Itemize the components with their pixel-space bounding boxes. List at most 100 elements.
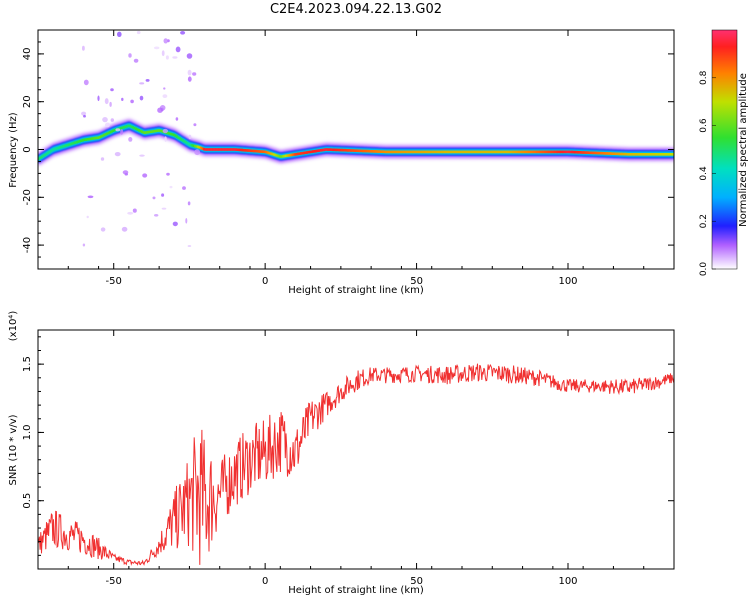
ridge-cell xyxy=(396,150,399,154)
ridge-cell xyxy=(103,133,106,137)
ridge-cell xyxy=(349,149,352,152)
speck xyxy=(175,46,181,53)
ridge-cell xyxy=(184,141,187,144)
ridge-cell xyxy=(572,150,575,154)
ridge-cell xyxy=(72,141,75,145)
ridge-cell xyxy=(159,129,162,132)
snr-ytick-label: 1.5 xyxy=(22,356,33,372)
ridge-cell xyxy=(346,149,349,152)
ridge-cell xyxy=(527,150,530,154)
snr-xtick-label: 0 xyxy=(262,576,268,587)
ridge-cell xyxy=(639,153,642,156)
ridge-cell xyxy=(41,155,44,158)
ridge-cell xyxy=(204,148,207,151)
ridge-cell xyxy=(555,150,558,154)
ridge-cell xyxy=(194,144,197,148)
ridge-cell xyxy=(130,125,133,128)
ridge-cell xyxy=(648,153,651,156)
ridge-cell xyxy=(160,129,163,133)
ridge-cell xyxy=(89,137,92,141)
ridge-cell xyxy=(356,149,359,152)
ridge-cell xyxy=(460,150,463,154)
ridge-cell xyxy=(437,150,440,154)
ridge-cell xyxy=(271,152,274,156)
colorbar-frame xyxy=(711,29,738,270)
ridge-cell xyxy=(666,153,669,156)
ridge-cell xyxy=(228,148,231,151)
ridge-cell xyxy=(633,153,636,156)
ridge-cell xyxy=(459,150,462,154)
ridge-cell xyxy=(436,150,439,154)
spectrogram-xtick-label: 0 xyxy=(262,276,268,287)
ridge-cell xyxy=(619,152,622,156)
speck xyxy=(83,79,89,86)
ridge-cell xyxy=(540,150,543,154)
ridge-cell xyxy=(301,151,304,155)
ridge-cell xyxy=(478,150,481,154)
ridge-cell xyxy=(571,150,574,154)
ridge-cell xyxy=(274,153,277,157)
speck xyxy=(185,218,188,224)
snr-frame xyxy=(37,329,675,570)
ridge-cell xyxy=(322,148,325,152)
ridge-cell xyxy=(627,153,630,156)
ridge-cell xyxy=(45,152,48,156)
snr-panel: -50 0 50 100 0.5 1.0 1.5 Height of straight li… xyxy=(8,311,675,596)
speck xyxy=(136,30,141,35)
speck xyxy=(81,111,87,116)
ridge-cell xyxy=(327,148,330,151)
ridge-cell xyxy=(554,150,557,154)
ridge-cell xyxy=(440,150,443,154)
spectrogram-specks xyxy=(81,30,201,247)
ridge-cell xyxy=(183,140,186,143)
speck xyxy=(194,149,201,156)
ridge-cell xyxy=(533,150,536,154)
speck xyxy=(114,152,121,157)
ridge-cell xyxy=(521,150,524,154)
speck xyxy=(128,137,133,142)
ridge-cell xyxy=(393,150,396,154)
ridge-cell xyxy=(137,129,140,132)
ridge-cell xyxy=(613,152,616,155)
ridge-cell xyxy=(505,150,508,154)
ridge-cell xyxy=(407,150,410,154)
ridge-cell xyxy=(369,150,372,153)
ridge-cell xyxy=(386,150,389,154)
ridge-cell xyxy=(157,129,160,132)
ridge-cell xyxy=(268,151,271,155)
ridge-cell xyxy=(281,155,284,158)
ridge-cell xyxy=(57,146,60,150)
ridge-cell xyxy=(389,150,392,154)
ridge-cell xyxy=(231,148,234,151)
colorbar-tick-label: 0.6 xyxy=(699,118,709,133)
ridge-cell xyxy=(409,150,412,154)
ridge-cell xyxy=(631,153,634,156)
speck xyxy=(128,53,132,58)
speck xyxy=(180,31,186,35)
ridge-cell xyxy=(512,150,515,154)
ridge-cell xyxy=(652,153,655,156)
ridge-cell xyxy=(586,151,589,154)
ridge-cell xyxy=(325,148,328,151)
speck xyxy=(97,95,100,102)
ridge-cell xyxy=(477,150,480,154)
ridge-cell xyxy=(481,150,484,154)
ridge-cell xyxy=(266,151,269,154)
speck xyxy=(127,211,134,215)
ridge-cell xyxy=(198,146,201,149)
ridge-cell xyxy=(215,148,218,151)
ridge-cell xyxy=(227,148,230,151)
ridge-cell xyxy=(192,144,195,147)
ridge-cell xyxy=(583,151,586,154)
ridge-cell xyxy=(566,150,569,154)
ridge-cell xyxy=(104,133,107,136)
ridge-cell xyxy=(84,138,87,141)
spectrogram-heatmap xyxy=(38,30,674,247)
ridge-cell xyxy=(534,150,537,154)
snr-ytick-label: 0.5 xyxy=(22,493,33,509)
ridge-cell xyxy=(395,150,398,154)
ridge-cell xyxy=(451,150,454,154)
ridge-cell xyxy=(605,152,608,155)
ridge-cell xyxy=(443,150,446,154)
